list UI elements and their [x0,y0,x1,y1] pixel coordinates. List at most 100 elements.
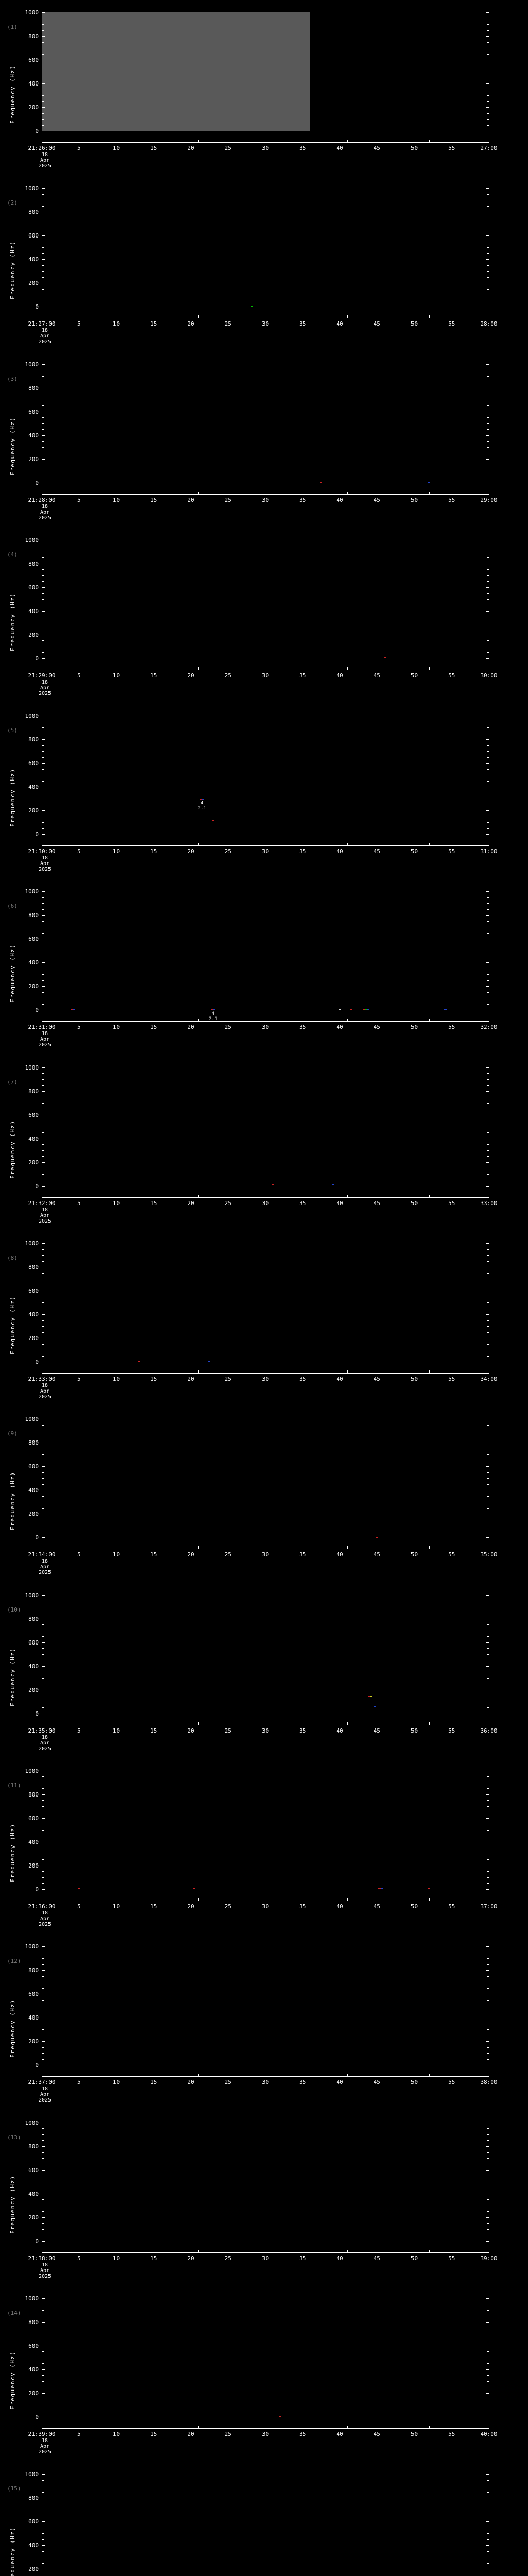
x-tick-label: 15 [150,2079,157,2086]
y-tick-label: 800 [28,1967,39,1974]
event-marker [211,1009,213,1011]
date-line: 2025 [38,1921,52,1927]
x-tick-label: 35 [299,496,306,503]
x-tick-label: 30 [261,672,269,679]
plot-area [42,2298,489,2417]
y-tick-label: 1000 [25,2119,39,2126]
y-tick-major [486,2298,489,2299]
x-tick-label: 15 [150,320,157,328]
y-tick-minor [487,271,489,272]
y-tick-major [486,1466,489,1467]
date-line: 2025 [38,339,52,345]
event-marker [350,1009,352,1011]
date-line: 2025 [38,515,52,521]
y-tick-minor [42,2140,44,2141]
y-tick-minor [487,265,489,266]
panel-number-label: (13) [7,2133,21,2141]
y-tick-label: 1000 [25,2295,39,2302]
date-line: 2025 [38,2097,52,2104]
x-tick-minor [429,843,430,846]
y-tick-minor [42,2059,44,2060]
y-tick-minor [487,1507,489,1509]
y-tick-label: 200 [28,1686,39,1693]
y-tick-label: 200 [28,983,39,990]
y-axis-title: Frequency (Hz) [9,2527,16,2576]
y-tick-label: 1000 [25,9,39,16]
y-tick-minor [42,1859,44,1860]
x-tick-label: 50 [410,2430,418,2437]
y-tick-minor [42,1877,44,1878]
x-tick-label: 34:00 [480,1376,498,1383]
y-tick-minor [487,24,489,25]
y-tick-minor [42,2029,44,2030]
x-axis-date-label: 18 Apr 2025 [39,1910,51,1927]
y-tick-minor [487,1273,489,1274]
y-tick-minor [487,569,489,570]
y-tick-label: 800 [28,736,39,743]
y-tick-minor [487,1976,489,1977]
y-tick-minor [487,1355,489,1357]
y-tick-major [42,2474,45,2475]
x-tick-label: 10 [112,1024,120,1031]
y-tick-minor [42,441,44,442]
y-tick-minor [42,1320,44,1321]
y-tick-minor [42,447,44,448]
y-tick-minor [487,423,489,424]
y-tick-major [486,364,489,365]
y-tick-minor [487,652,489,653]
plot-area [42,716,489,835]
y-tick-minor [42,1255,44,1256]
x-tick-label: 45 [373,672,381,679]
y-tick-minor [42,2563,44,2564]
y-tick-minor [42,95,44,96]
x-tick-label: 20 [187,1376,194,1383]
y-tick-minor [487,822,489,823]
x-tick-minor [347,2425,348,2428]
x-tick-label: 15 [150,496,157,503]
y-tick-label: 0 [35,1182,39,1190]
y-tick-major [486,107,489,108]
x-tick-label: 50 [410,848,418,855]
date-line: 18 [41,1910,48,1916]
x-tick-label: 25 [224,672,232,679]
y-tick-minor [487,2059,489,2060]
y-tick-minor [42,2551,44,2552]
y-tick-label: 600 [28,1991,39,1998]
x-tick-minor [198,1019,199,1022]
x-tick-label: 15 [150,1024,157,1031]
y-tick-minor [42,1999,44,2001]
y-tick-major [486,834,489,835]
event-annotation-line: 2.1 [197,806,206,811]
y-tick-label: 200 [28,104,39,111]
y-axis-title: Frequency (Hz) [9,944,16,1003]
y-tick-major [486,1091,489,1092]
y-tick-minor [42,1425,44,1426]
y-tick-minor [42,2492,44,2493]
event-annotation-line: 4 [200,801,204,806]
x-tick-label: 55 [448,672,455,679]
y-tick-major [486,1666,489,1667]
y-tick-minor [42,2134,44,2135]
y-tick-minor [487,1249,489,1250]
event-marker [428,482,431,483]
event-annotation: 4 2.1 [198,801,206,811]
y-tick-label: 600 [28,1815,39,1822]
x-tick-label: 20 [187,1727,194,1734]
y-tick-minor [42,2229,44,2230]
event-marker [365,1009,367,1011]
x-tick-label: 45 [373,1024,381,1031]
date-line: Apr [40,1916,50,1922]
y-tick-minor [487,2351,489,2352]
x-tick-label: 55 [448,1024,455,1031]
x-tick-label: 55 [448,2430,455,2437]
date-line: 18 [41,1734,48,1740]
y-tick-minor [42,1454,44,1455]
x-axis-date-label: 18 Apr 2025 [39,2438,51,2455]
y-tick-minor [487,1150,489,1151]
x-axis [42,1018,489,1022]
event-marker [367,1009,369,1011]
y-tick-major [42,2170,45,2171]
y-tick-label: 200 [28,2566,39,2573]
x-tick-label: 21:26:00 [28,145,56,151]
x-tick-label: 30 [261,848,269,855]
